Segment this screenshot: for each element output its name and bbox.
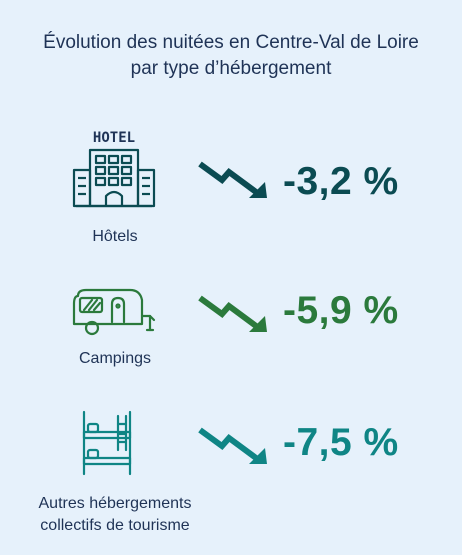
title-line-1: Évolution des nuitées en Centre-Val de L… (43, 32, 419, 53)
label-collectifs: Autres hébergements collectifs de touris… (0, 493, 230, 537)
caravan-icon (68, 286, 160, 342)
infographic-title: Évolution des nuitées en Centre-Val de L… (0, 30, 462, 82)
hotel-sign-text: HOTEL (93, 130, 135, 146)
trend-down-icon (198, 292, 274, 332)
label-campings: Campings (78, 350, 152, 367)
value-campings: -5,9 % (283, 289, 399, 332)
value-collectifs: -7,5 % (283, 421, 399, 464)
trend-down-icon (198, 158, 274, 198)
hotel-icon: HOTEL (68, 128, 160, 210)
label-collectifs-line-1: Autres hébergements (38, 495, 192, 512)
bunk-bed-icon (68, 410, 160, 476)
value-hotels: -3,2 % (283, 160, 399, 203)
label-collectifs-line-2: collectifs de tourisme (40, 517, 190, 534)
trend-down-icon (198, 424, 274, 464)
title-line-2: par type d’hébergement (130, 58, 332, 79)
label-hotels: Hôtels (92, 228, 138, 245)
